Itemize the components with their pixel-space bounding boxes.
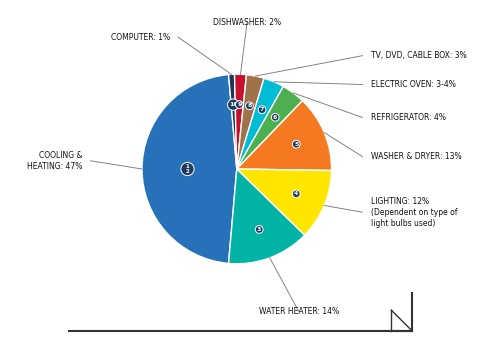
Wedge shape <box>237 87 302 169</box>
Text: TV, DVD, CABLE BOX: 3%: TV, DVD, CABLE BOX: 3% <box>371 51 466 60</box>
Wedge shape <box>237 78 283 169</box>
Text: WATER HEATER: 14%: WATER HEATER: 14% <box>259 307 339 316</box>
Text: 7: 7 <box>260 107 264 112</box>
Text: REFRIGERATOR: 4%: REFRIGERATOR: 4% <box>371 113 446 122</box>
Text: WASHER & DRYER: 13%: WASHER & DRYER: 13% <box>371 152 462 161</box>
Text: 3: 3 <box>257 227 261 232</box>
Text: 6: 6 <box>273 115 277 120</box>
Wedge shape <box>235 74 246 169</box>
Wedge shape <box>237 169 331 235</box>
Wedge shape <box>228 74 237 169</box>
Text: 4: 4 <box>294 191 299 196</box>
Text: 8: 8 <box>247 103 251 108</box>
Text: ELECTRIC OVEN: 3-4%: ELECTRIC OVEN: 3-4% <box>371 80 456 89</box>
Text: 9: 9 <box>237 102 242 107</box>
Text: LIGHTING: 12%
(Dependent on type of
light bulbs used): LIGHTING: 12% (Dependent on type of ligh… <box>371 197 457 228</box>
Text: 10: 10 <box>229 102 238 107</box>
Text: COMPUTER: 1%: COMPUTER: 1% <box>110 33 170 42</box>
Wedge shape <box>237 75 264 169</box>
Wedge shape <box>228 169 304 264</box>
Text: 5: 5 <box>294 142 299 147</box>
Text: COOLING &
HEATING: 47%: COOLING & HEATING: 47% <box>27 151 82 171</box>
Wedge shape <box>142 75 237 263</box>
Wedge shape <box>237 101 331 170</box>
Text: DISHWASHER: 2%: DISHWASHER: 2% <box>213 18 281 27</box>
Text: 1
2: 1 2 <box>186 164 190 174</box>
